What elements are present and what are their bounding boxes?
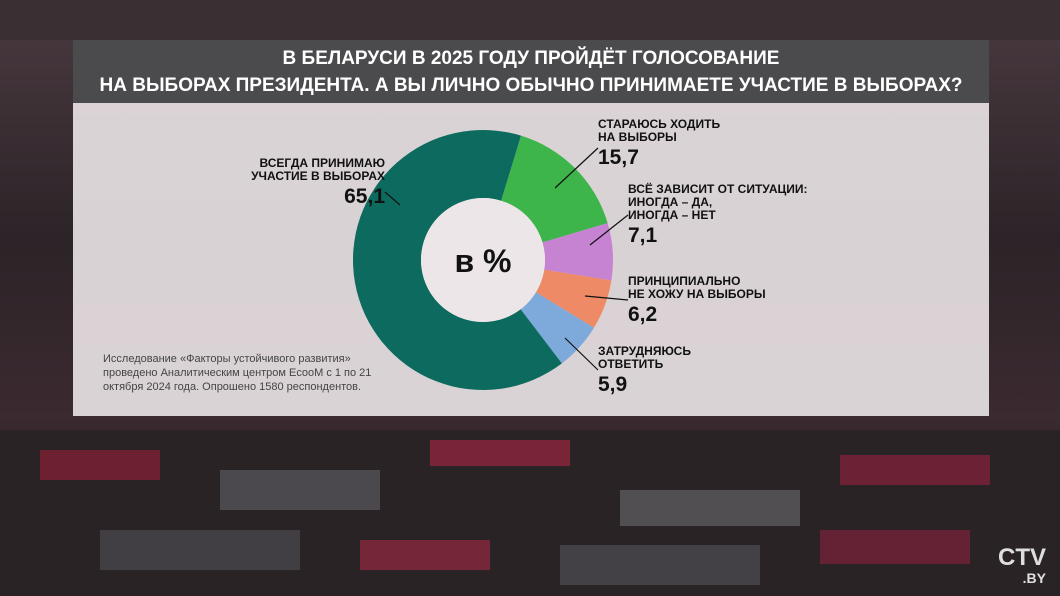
value-label: 15,7 xyxy=(598,146,639,169)
leader-line xyxy=(554,147,599,189)
segment-label: ВСЕГДА ПРИНИМАЮ УЧАСТИЕ В ВЫБОРАХ 65,1 xyxy=(251,157,385,209)
center-label: в % xyxy=(454,243,511,279)
segment-label: ЗАТРУДНЯЮСЬ ОТВЕТИТЬ 5,9 xyxy=(598,345,691,397)
category-name: ВСЕГДА ПРИНИМАЮ УЧАСТИЕ В ВЫБОРАХ xyxy=(251,156,385,183)
chart-title: В БЕЛАРУСИ В 2025 ГОДУ ПРОЙДЁТ ГОЛОСОВАН… xyxy=(73,40,989,103)
leader-line xyxy=(589,214,629,246)
logo: CTV .BY xyxy=(998,544,1046,587)
donut-segment xyxy=(501,135,608,243)
value-label: 6,2 xyxy=(628,303,658,326)
segment-label: ВСЁ ЗАВИСИТ ОТ СИТУАЦИИ: ИНОГДА – ДА, ИН… xyxy=(628,183,808,248)
category-name: ЗАТРУДНЯЮСЬ ОТВЕТИТЬ xyxy=(598,344,691,371)
leader-line xyxy=(564,337,599,371)
source-note: Исследование «Факторы устойчивого развит… xyxy=(103,353,372,393)
category-name: ПРИНЦИПИАЛЬНО НЕ ХОЖУ НА ВЫБОРЫ xyxy=(628,274,766,301)
segment-label: ПРИНЦИПИАЛЬНО НЕ ХОЖУ НА ВЫБОРЫ 6,2 xyxy=(628,275,766,327)
leader-line xyxy=(584,295,629,301)
donut-segment xyxy=(535,269,612,328)
segment-label: СТАРАЮСЬ ХОДИТЬ НА ВЫБОРЫ 15,7 xyxy=(598,118,720,170)
donut-segment xyxy=(352,129,562,391)
value-label: 5,9 xyxy=(598,373,628,396)
leader-line xyxy=(384,191,401,206)
value-label: 65,1 xyxy=(344,185,385,208)
donut-hole xyxy=(421,198,545,322)
value-label: 7,1 xyxy=(628,224,658,247)
logo-sub: .BY xyxy=(1022,570,1046,586)
donut-segment xyxy=(542,223,613,281)
category-name: СТАРАЮСЬ ХОДИТЬ НА ВЫБОРЫ xyxy=(598,117,721,144)
category-name: ВСЁ ЗАВИСИТ ОТ СИТУАЦИИ: ИНОГДА – ДА, ИН… xyxy=(628,182,808,222)
logo-main: CTV xyxy=(998,544,1046,571)
leader-lines xyxy=(384,147,629,371)
donut-segment xyxy=(520,292,594,364)
